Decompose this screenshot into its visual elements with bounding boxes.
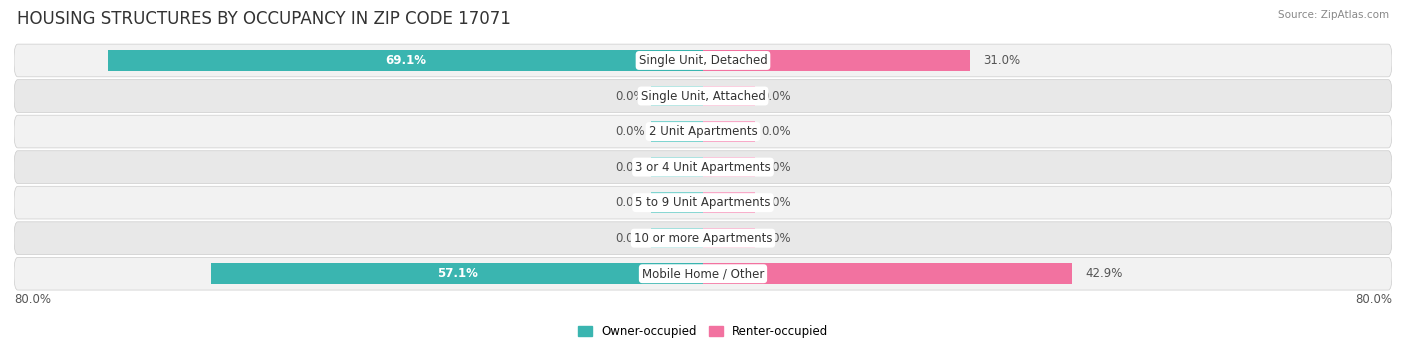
Text: Source: ZipAtlas.com: Source: ZipAtlas.com (1278, 10, 1389, 20)
Bar (703, 228, 755, 249)
FancyBboxPatch shape (14, 186, 1392, 219)
Bar (703, 192, 755, 213)
Text: 0.0%: 0.0% (762, 232, 792, 245)
Text: 0.0%: 0.0% (614, 125, 644, 138)
Bar (651, 86, 703, 106)
Text: 69.1%: 69.1% (385, 54, 426, 67)
Bar (703, 50, 970, 71)
FancyBboxPatch shape (14, 257, 1392, 290)
Text: 0.0%: 0.0% (762, 196, 792, 209)
Text: 31.0%: 31.0% (983, 54, 1019, 67)
Text: 3 or 4 Unit Apartments: 3 or 4 Unit Apartments (636, 161, 770, 174)
FancyBboxPatch shape (14, 44, 1392, 77)
Bar (703, 263, 1073, 284)
Bar (651, 157, 703, 177)
Text: Mobile Home / Other: Mobile Home / Other (641, 267, 765, 280)
Bar (651, 121, 703, 142)
FancyBboxPatch shape (14, 222, 1392, 254)
Text: 5 to 9 Unit Apartments: 5 to 9 Unit Apartments (636, 196, 770, 209)
Text: 0.0%: 0.0% (614, 89, 644, 103)
Bar (211, 263, 703, 284)
Text: HOUSING STRUCTURES BY OCCUPANCY IN ZIP CODE 17071: HOUSING STRUCTURES BY OCCUPANCY IN ZIP C… (17, 10, 510, 28)
Text: 0.0%: 0.0% (762, 161, 792, 174)
Bar (651, 228, 703, 249)
Bar (703, 86, 755, 106)
Text: 57.1%: 57.1% (437, 267, 478, 280)
FancyBboxPatch shape (14, 115, 1392, 148)
FancyBboxPatch shape (14, 151, 1392, 183)
Text: 80.0%: 80.0% (1355, 293, 1392, 306)
Text: Single Unit, Detached: Single Unit, Detached (638, 54, 768, 67)
Text: 2 Unit Apartments: 2 Unit Apartments (648, 125, 758, 138)
Text: 0.0%: 0.0% (762, 125, 792, 138)
Text: 42.9%: 42.9% (1085, 267, 1123, 280)
Text: 0.0%: 0.0% (614, 232, 644, 245)
Text: 80.0%: 80.0% (14, 293, 51, 306)
Bar (651, 192, 703, 213)
Bar (703, 157, 755, 177)
Text: Single Unit, Attached: Single Unit, Attached (641, 89, 765, 103)
Text: 0.0%: 0.0% (614, 161, 644, 174)
Bar (108, 50, 703, 71)
Text: 0.0%: 0.0% (614, 196, 644, 209)
Bar (703, 121, 755, 142)
Legend: Owner-occupied, Renter-occupied: Owner-occupied, Renter-occupied (572, 321, 834, 341)
Text: 10 or more Apartments: 10 or more Apartments (634, 232, 772, 245)
Text: 0.0%: 0.0% (762, 89, 792, 103)
FancyBboxPatch shape (14, 80, 1392, 112)
